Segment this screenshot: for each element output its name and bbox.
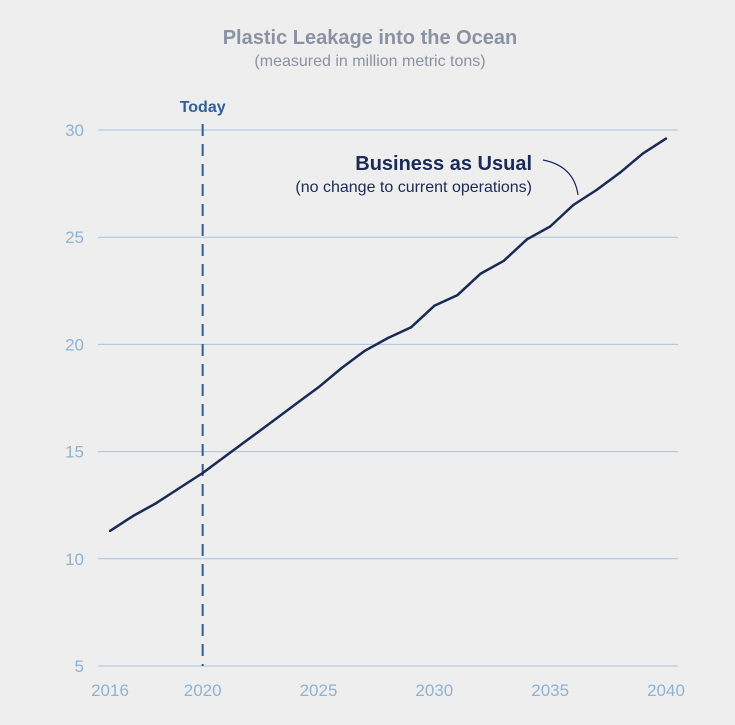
- chart-title: Plastic Leakage into the Ocean: [223, 27, 518, 49]
- data-point: [178, 486, 181, 490]
- y-tick-label: 25: [65, 228, 84, 247]
- x-tick-label: 2030: [415, 681, 453, 700]
- data-point: [294, 403, 297, 406]
- annotation-title: Business as Usual: [355, 153, 532, 175]
- x-tick-label: 2016: [91, 681, 129, 700]
- data-point: [433, 304, 436, 308]
- y-axis-ticks: 30 25 20 15 10 5: [65, 121, 84, 676]
- x-tick-label: 2025: [300, 681, 338, 700]
- gridlines: [98, 129, 678, 667]
- data-point: [409, 326, 413, 329]
- data-point: [502, 259, 506, 262]
- data-point: [479, 272, 482, 275]
- data-point: [363, 349, 367, 353]
- data-point: [131, 514, 135, 518]
- data-points: [108, 137, 668, 533]
- data-point: [386, 336, 390, 340]
- business-as-usual-line: [109, 137, 667, 532]
- y-tick-label: 15: [65, 443, 84, 462]
- data-point: [641, 152, 645, 155]
- annotation-subtitle: (no change to current operations): [295, 179, 532, 196]
- data-point: [595, 188, 598, 192]
- data-point: [247, 437, 251, 440]
- data-point: [548, 225, 552, 228]
- y-tick-label: 20: [65, 335, 84, 354]
- y-tick-label: 10: [65, 550, 84, 569]
- x-tick-label: 2040: [647, 681, 685, 700]
- data-point: [224, 454, 228, 458]
- data-point: [155, 501, 158, 505]
- data-point: [525, 238, 529, 241]
- data-point: [317, 386, 320, 389]
- data-point: [340, 366, 343, 370]
- data-point: [618, 171, 621, 175]
- data-point: [201, 471, 204, 475]
- data-point: [572, 203, 575, 207]
- data-point: [664, 137, 668, 140]
- x-axis-ticks: 2016 2020 2025 2030 2035 2040: [91, 681, 685, 700]
- x-tick-label: 2020: [184, 681, 222, 700]
- today-label: Today: [180, 99, 226, 116]
- data-point: [270, 420, 274, 423]
- chart-subtitle: (measured in million metric tons): [254, 53, 485, 70]
- x-tick-label: 2035: [531, 681, 569, 700]
- y-tick-label: 5: [75, 657, 84, 676]
- data-point: [456, 293, 459, 297]
- y-tick-label: 30: [65, 121, 84, 140]
- annotation-pointer: [542, 159, 579, 196]
- data-point: [108, 529, 112, 533]
